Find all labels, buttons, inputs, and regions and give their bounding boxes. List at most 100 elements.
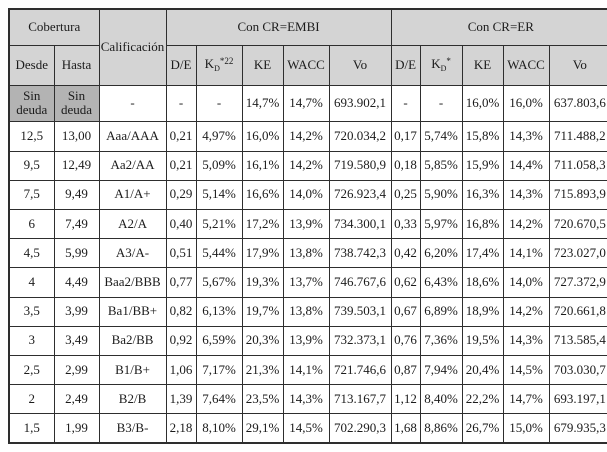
cell-de-embi: 0,40	[165, 208, 197, 240]
cell-vo-er: 720.670,5	[548, 208, 607, 240]
cell-ke-er: 16,0%	[461, 84, 504, 123]
cell-vo-embi: 746.767,6	[328, 267, 392, 298]
cell-wacc-embi: 13,8%	[282, 238, 330, 269]
cell-kd-er: 7,94%	[419, 354, 463, 386]
cell-calificacion: B3/B-	[98, 413, 167, 444]
cell-wacc-er: 14,2%	[502, 296, 550, 327]
cell-vo-embi: 720.034,2	[328, 121, 392, 152]
cell-de-er: 0,87	[390, 354, 421, 386]
cell-de-er: -	[390, 84, 421, 123]
cell-de-er: 0,18	[390, 150, 421, 181]
cell-wacc-embi: 13,9%	[282, 325, 330, 356]
table-row: 9,5 12,49 Aa2/AA 0,21 5,09% 16,1% 14,2% 719.580…	[8, 150, 607, 181]
cell-de-er: 0,62	[390, 267, 421, 298]
table-row: 2 2,49 B2/B 1,39 7,64% 23,5% 14,3% 713.167,7 1,1…	[8, 384, 607, 415]
cell-de-embi: 0,29	[165, 179, 197, 210]
cell-vo-embi: 734.300,1	[328, 208, 392, 240]
cell-ke-embi: 16,1%	[241, 150, 284, 181]
cell-kd-embi: 8,10%	[195, 413, 243, 444]
cell-kd-er: 8,40%	[419, 384, 463, 415]
cell-vo-er: 693.197,1	[548, 384, 607, 415]
valuation-table: Cobertura Calificación Con CR=EMBI Con C…	[8, 8, 607, 444]
cell-calificacion: Aa2/AA	[98, 150, 167, 181]
col-header-hasta: Hasta	[53, 44, 100, 86]
cell-desde: 2	[8, 384, 55, 415]
cell-wacc-embi: 14,2%	[282, 121, 330, 152]
cell-de-embi: 0,51	[165, 238, 197, 269]
cell-calificacion: A3/A-	[98, 238, 167, 269]
cell-wacc-er: 14,1%	[502, 238, 550, 269]
cell-desde: 3,5	[8, 296, 55, 327]
cell-de-embi: 2,18	[165, 413, 197, 444]
cell-ke-er: 16,3%	[461, 179, 504, 210]
cell-calificacion: B1/B+	[98, 354, 167, 386]
table-row: 2,5 2,99 B1/B+ 1,06 7,17% 21,3% 14,1% 721.746,6…	[8, 354, 607, 386]
cell-ke-er: 20,4%	[461, 354, 504, 386]
cell-vo-embi: 702.290,3	[328, 413, 392, 444]
cell-kd-embi: 5,67%	[195, 267, 243, 298]
cell-ke-embi: 16,0%	[241, 121, 284, 152]
cell-hasta: 5,99	[53, 238, 100, 269]
kd-base: K	[204, 56, 215, 72]
cell-calificacion: Baa2/BBB	[98, 267, 167, 298]
cell-vo-er: 723.027,0	[548, 238, 607, 269]
cell-calificacion: A2/A	[98, 208, 167, 240]
cell-desde: 6	[8, 208, 55, 240]
cell-ke-embi: 16,6%	[241, 179, 284, 210]
cell-desde: 1,5	[8, 413, 55, 444]
cell-ke-embi: 17,9%	[241, 238, 284, 269]
cell-kd-er: 8,86%	[419, 413, 463, 444]
cell-wacc-er: 14,5%	[502, 354, 550, 386]
cell-vo-embi: 738.742,3	[328, 238, 392, 269]
cell-vo-embi: 739.503,1	[328, 296, 392, 327]
col-header-de-er: D/E	[390, 44, 421, 86]
cell-vo-er: 703.030,7	[548, 354, 607, 386]
cell-kd-embi: 7,64%	[195, 384, 243, 415]
col-header-kd-er: KD*	[419, 44, 463, 86]
cell-de-er: 0,67	[390, 296, 421, 327]
cell-vo-er: 679.935,3	[548, 413, 607, 444]
cell-wacc-embi: 13,7%	[282, 267, 330, 298]
kd-footnote-marker: *22	[219, 56, 234, 67]
col-group-cr-embi: Con CR=EMBI	[165, 8, 392, 46]
cell-wacc-er: 14,7%	[502, 384, 550, 415]
cell-desde: 7,5	[8, 179, 55, 210]
cell-hasta: 4,49	[53, 267, 100, 298]
cell-ke-embi: 14,7%	[241, 84, 284, 123]
col-header-wacc-embi: WACC	[282, 44, 330, 86]
cell-calificacion: Aaa/AAA	[98, 121, 167, 152]
table-row: 6 7,49 A2/A 0,40 5,21% 17,2% 13,9% 734.300,1 0,3…	[8, 208, 607, 240]
cell-kd-embi: 5,09%	[195, 150, 243, 181]
table-row: 4 4,49 Baa2/BBB 0,77 5,67% 19,3% 13,7% 746.767,…	[8, 267, 607, 298]
cell-ke-embi: 19,7%	[241, 296, 284, 327]
cell-desde: 9,5	[8, 150, 55, 181]
cell-ke-er: 15,9%	[461, 150, 504, 181]
cell-kd-embi: 7,17%	[195, 354, 243, 386]
cell-wacc-embi: 13,9%	[282, 208, 330, 240]
cell-hasta: 2,49	[53, 384, 100, 415]
cell-kd-er: 6,20%	[419, 238, 463, 269]
cell-desde: 4,5	[8, 238, 55, 269]
table-row: 3,5 3,99 Ba1/BB+ 0,82 6,13% 19,7% 13,8% 739.503…	[8, 296, 607, 327]
cell-de-embi: -	[165, 84, 197, 123]
cell-ke-er: 15,8%	[461, 121, 504, 152]
cell-wacc-er: 14,3%	[502, 179, 550, 210]
cell-hasta: 12,49	[53, 150, 100, 181]
cell-wacc-er: 14,2%	[502, 208, 550, 240]
cell-kd-embi: 4,97%	[195, 121, 243, 152]
table-header: Cobertura Calificación Con CR=EMBI Con C…	[8, 8, 607, 86]
cell-vo-er: 637.803,6	[548, 84, 607, 123]
kd-base: K	[431, 56, 441, 72]
cell-vo-er: 711.488,2	[548, 121, 607, 152]
cell-kd-embi: 6,59%	[195, 325, 243, 356]
cell-hasta: 1,99	[53, 413, 100, 444]
cell-de-er: 0,42	[390, 238, 421, 269]
cell-wacc-er: 14,3%	[502, 121, 550, 152]
cell-hasta: 9,49	[53, 179, 100, 210]
cell-ke-embi: 19,3%	[241, 267, 284, 298]
cell-de-er: 1,12	[390, 384, 421, 415]
cell-hasta: 13,00	[53, 121, 100, 152]
col-header-ke-embi: KE	[241, 44, 284, 86]
cell-calificacion: -	[98, 84, 167, 123]
